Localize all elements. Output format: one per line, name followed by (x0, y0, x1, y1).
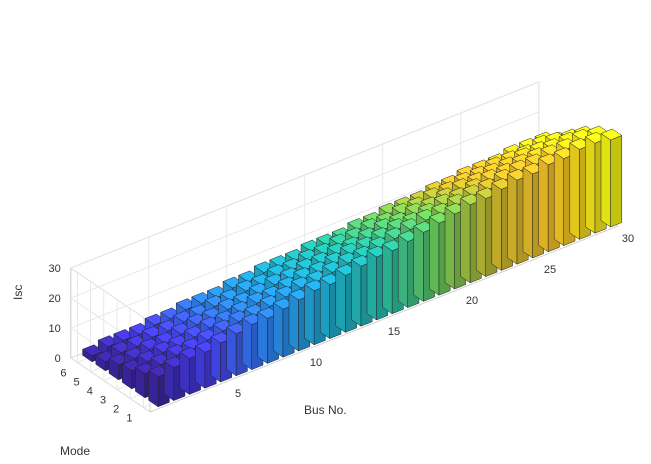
mode-tick-label: 6 (60, 368, 66, 380)
isc-tick-label: 20 (49, 293, 61, 305)
bar-side-face (429, 216, 440, 296)
bar-side-face (273, 302, 284, 358)
bar-side-face (210, 336, 221, 383)
isc-tick-label: 10 (49, 323, 61, 335)
bar-side-face (382, 243, 393, 315)
mode-tick-label: 3 (100, 395, 106, 407)
bar-side-face (304, 283, 315, 346)
bar-side-face (413, 225, 424, 302)
bar-side-face (444, 207, 455, 290)
z-axis-label: Isc (11, 285, 25, 300)
bar-layer (82, 125, 623, 408)
bus-tick-label: 10 (310, 357, 322, 369)
bar-side-face (257, 311, 268, 364)
bar-top-face (600, 128, 623, 141)
bus-tick-label: 20 (466, 295, 478, 307)
bar (600, 128, 623, 228)
x-axis-label: Bus No. (304, 403, 347, 417)
bar-side-face (600, 133, 611, 228)
isc-tick-label: 0 (55, 353, 61, 365)
bar-side-face (195, 345, 206, 389)
bus-tick-label: 5 (235, 388, 241, 400)
bar-side-face (585, 136, 596, 234)
bar (553, 147, 576, 247)
bar-side-face (319, 277, 330, 340)
y-axis-label: Mode (60, 444, 90, 458)
bar-side-face (491, 182, 502, 271)
bus-tick-label: 25 (544, 264, 556, 276)
bus-tick-label: 15 (388, 326, 400, 338)
bar-side-face (397, 234, 408, 309)
bar-side-face (475, 191, 486, 278)
mode-tick-label: 1 (126, 413, 132, 425)
bar-side-face (335, 268, 346, 333)
mode-tick-label: 4 (87, 386, 93, 398)
bar-side-face (241, 317, 252, 371)
bar-top-face (82, 344, 104, 357)
bar-side-face (163, 360, 174, 402)
bar-front-face (610, 135, 623, 228)
bar-side-face (553, 151, 564, 247)
bar-side-face (351, 259, 362, 327)
isc-tick-label: 30 (49, 263, 61, 275)
bar-side-face (507, 173, 518, 265)
bar-side-face (226, 326, 237, 377)
bar-side-face (460, 197, 471, 284)
bar-side-face (179, 351, 190, 395)
mode-tick-label: 5 (74, 377, 80, 389)
bar-side-face (366, 250, 377, 321)
bar-side-face (522, 167, 533, 259)
bus-tick-label: 30 (622, 233, 634, 245)
bar-side-face (538, 157, 549, 253)
mode-tick-label: 2 (113, 404, 119, 416)
bar-side-face (288, 293, 299, 352)
bar-side-face (569, 142, 580, 240)
